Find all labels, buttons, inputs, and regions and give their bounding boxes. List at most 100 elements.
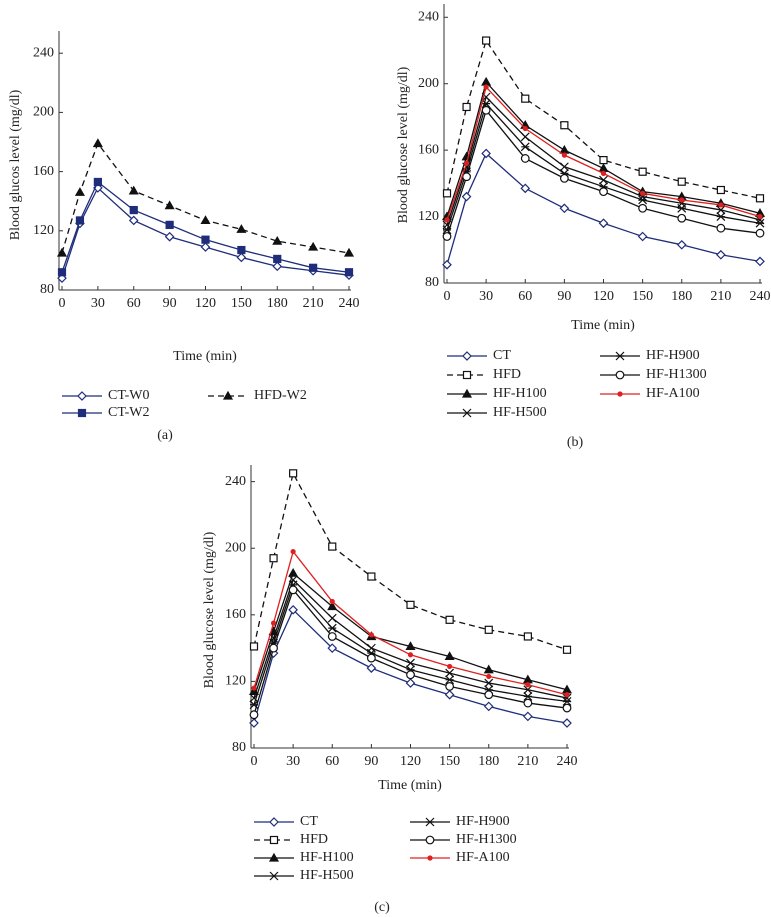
marker	[447, 663, 453, 670]
marker	[559, 203, 570, 214]
series-line	[253, 583, 568, 705]
marker	[562, 645, 572, 654]
marker	[407, 652, 414, 658]
y-tick-label: 80	[232, 740, 246, 755]
series-line	[61, 186, 350, 279]
marker	[92, 138, 103, 148]
marker	[523, 632, 532, 641]
x-tick-label: 120	[593, 289, 614, 304]
marker	[309, 263, 318, 272]
x-tick-label: 210	[303, 296, 324, 311]
marker	[366, 653, 376, 663]
marker	[343, 247, 355, 257]
marker	[562, 703, 572, 713]
x-tick-label: 0	[444, 289, 451, 304]
x-tick-label: 60	[325, 754, 339, 769]
x-tick-label: 90	[163, 296, 177, 311]
x-tick-label: 30	[286, 754, 300, 769]
x-tick-label: 60	[518, 289, 532, 304]
marker	[289, 469, 298, 478]
marker	[222, 390, 234, 400]
x-tick-label: 150	[632, 289, 653, 304]
x-tick-label: 180	[267, 296, 288, 311]
marker	[462, 172, 471, 182]
marker	[481, 105, 491, 115]
x-tick-label: 240	[339, 296, 360, 311]
marker	[598, 163, 609, 173]
marker	[269, 643, 278, 653]
marker	[128, 185, 139, 195]
marker	[164, 231, 175, 242]
x-tick-label: 120	[400, 754, 421, 769]
marker	[249, 710, 259, 720]
legend-label: HF-A100	[456, 850, 510, 865]
marker	[272, 261, 283, 272]
marker	[445, 675, 455, 685]
y-tick-label: 80	[425, 275, 439, 290]
marker	[757, 213, 763, 220]
x-axis-label: Time (min)	[571, 318, 635, 333]
y-axis-label: Blood glucos level (mg/dl)	[8, 89, 23, 240]
x-tick-label: 0	[251, 754, 258, 769]
x-axis-label: Time (min)	[173, 349, 237, 364]
marker	[272, 235, 283, 245]
marker	[638, 167, 647, 176]
legend-label: HF-H100	[493, 386, 547, 401]
y-tick-label: 240	[33, 45, 54, 60]
y-tick-label: 240	[225, 474, 246, 489]
marker	[484, 625, 493, 634]
marker	[77, 408, 87, 418]
marker	[677, 177, 686, 186]
marker	[462, 102, 471, 112]
marker	[481, 99, 491, 109]
marker	[755, 218, 765, 228]
marker	[327, 623, 337, 633]
marker	[484, 678, 494, 688]
marker	[716, 205, 726, 215]
legend-label: HF-H500	[300, 868, 354, 883]
marker	[442, 189, 452, 198]
marker	[367, 572, 376, 581]
marker	[716, 249, 726, 260]
y-tick-label: 160	[225, 607, 246, 622]
y-tick-label: 200	[225, 540, 246, 555]
marker	[75, 216, 85, 225]
marker	[481, 148, 491, 159]
marker	[600, 170, 607, 176]
marker	[445, 682, 455, 691]
marker	[640, 190, 646, 196]
marker	[444, 651, 455, 661]
y-tick-label: 240	[418, 10, 439, 25]
y-tick-label: 160	[418, 142, 439, 157]
series-line	[446, 80, 761, 217]
marker	[676, 239, 687, 250]
marker	[442, 259, 452, 270]
marker	[481, 76, 492, 86]
legend-label: HFD-W2	[254, 388, 307, 403]
marker	[677, 213, 687, 223]
marker	[520, 154, 530, 163]
marker	[327, 643, 338, 653]
marker	[77, 391, 87, 401]
marker	[445, 615, 454, 624]
marker	[288, 567, 299, 577]
marker	[599, 156, 608, 165]
marker	[521, 94, 530, 103]
series-line	[253, 550, 568, 696]
series-line	[446, 39, 761, 199]
marker	[442, 232, 452, 241]
marker	[269, 835, 279, 845]
marker	[638, 195, 648, 205]
marker	[716, 185, 725, 195]
marker	[559, 162, 569, 172]
y-tick-label: 200	[33, 105, 54, 120]
marker	[525, 682, 531, 688]
y-tick-label: 80	[40, 282, 54, 297]
series-line	[253, 578, 568, 699]
marker	[638, 203, 648, 213]
x-tick-label: 90	[557, 289, 571, 304]
marker	[755, 228, 765, 238]
marker	[523, 691, 533, 701]
marker	[425, 835, 435, 845]
marker	[520, 142, 530, 152]
